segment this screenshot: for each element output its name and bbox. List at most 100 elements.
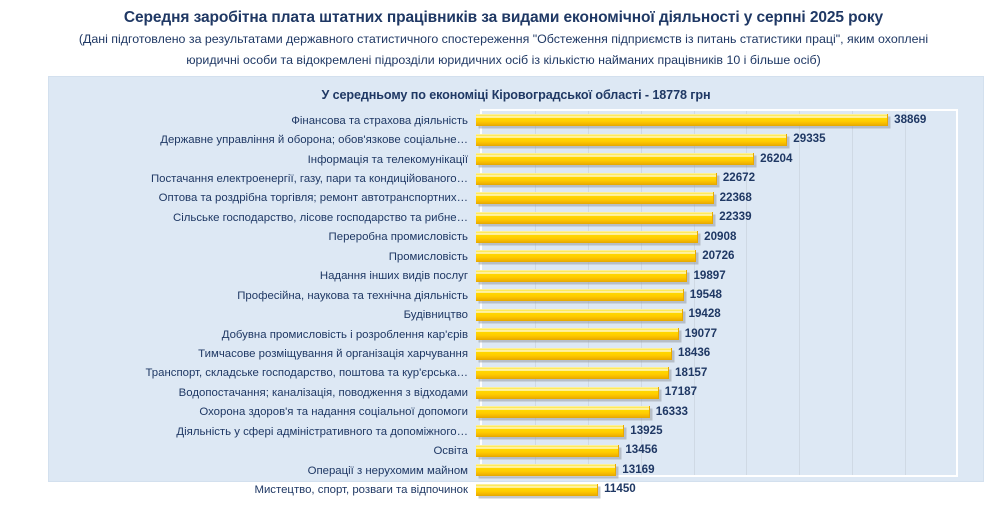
chart-row[interactable]: Водопостачання; каналізація, поводження … [49,383,985,402]
bar-value-label: 17187 [664,385,698,399]
bar[interactable] [476,153,755,166]
bar[interactable] [476,172,717,185]
chart-row[interactable]: Переробна промисловість 20908 [49,228,985,247]
bar-value-label: 20908 [704,229,737,243]
bar-value-label: 29335 [793,132,826,146]
chart-row[interactable]: Промисловість 20726 [49,247,985,266]
category-label: Промисловість [388,250,468,263]
category-label: Операції з нерухомим майном [307,464,468,477]
category-label: Освіта [433,445,468,458]
chart-row[interactable]: Постачання електроенергії, газу, пари та… [49,169,985,188]
category-label: Державне управління й оборона; обов'язко… [160,134,468,147]
bar-cell: 19428 [474,305,985,324]
bar-value-label: 19077 [684,326,718,340]
bar-cell: 18436 [474,344,985,363]
title-block: Середня заробітна плата штатних працівни… [0,0,1007,70]
category-label: Добувна промисловість і розроблення кар'… [221,328,468,341]
category-label: Переробна промисловість [328,231,468,244]
bar-cell: 20726 [474,247,985,266]
chart-row[interactable]: Інформація та телекомунікації 26204 [49,150,985,169]
bar[interactable] [476,269,688,282]
plot-wrapper: Фінансова та страхова діяльність 38869 Дер… [49,107,985,496]
chart-row[interactable]: Професійна, наукова та технічна діяльніс… [49,286,985,305]
category-label: Діяльність у сфері адміністративного та … [176,425,468,438]
bar-cell: 19897 [474,267,985,286]
bar-cell: 18157 [474,364,985,383]
category-label: Фінансова та страхова діяльність [291,114,468,127]
bar[interactable] [476,328,679,341]
category-label: Інформація та телекомунікації [307,153,468,166]
bar-value-label: 38869 [894,113,927,126]
bar[interactable] [476,444,620,457]
bar-cell: 11450 [474,480,985,499]
bar-cell: 22672 [474,169,985,188]
chart-row[interactable]: Фінансова та страхова діяльність 38869 [49,111,985,130]
bar-cell: 16333 [474,403,985,422]
bar-value-label: 20726 [702,249,735,263]
chart-row[interactable]: Транспорт, складське господарство, пошто… [49,364,985,383]
subtitle-line-1: (Дані підготовлено за результатами держа… [78,32,929,46]
bar-cell: 38869 [474,111,985,130]
chart-row[interactable]: Освіта 13456 [49,441,985,460]
bar[interactable] [476,250,697,263]
chart-panel: У середньому по економіці Кіровоградсько… [48,76,985,496]
bar[interactable] [476,133,788,146]
category-label: Будівництво [403,309,468,322]
bar-cell: 22368 [474,189,985,208]
category-label: Оптова та роздрібна торгівля; ремонт авт… [158,192,468,205]
category-label: Сільське господарство, лісове господарст… [172,211,468,224]
bar-value-label: 18436 [678,346,711,360]
chart-row[interactable]: Сільське господарство, лісове господарст… [49,208,985,227]
chart-row[interactable]: Мистецтво, спорт, розваги та відпочинок 1… [49,480,985,499]
bar-cell: 29335 [474,130,985,149]
category-label: Транспорт, складське господарство, пошто… [145,367,468,380]
bar[interactable] [476,231,699,244]
bar[interactable] [476,114,889,127]
category-label: Надання інших видів послуг [319,270,468,283]
bar[interactable] [476,211,714,224]
category-label: Водопостачання; каналізація, поводження … [178,386,468,399]
bar[interactable] [476,483,599,496]
bar[interactable] [476,425,625,438]
bar[interactable] [476,289,684,302]
chart-row[interactable]: Будівництво 19428 [49,305,985,324]
bar[interactable] [476,192,714,205]
category-label: Постачання електроенергії, газу, пари та… [150,173,468,186]
bar-value-label: 11450 [604,482,636,496]
bar-cell: 22339 [474,208,985,227]
bar-cell: 26204 [474,150,985,169]
bar-value-label: 18157 [675,365,708,379]
bar-cell: 19548 [474,286,985,305]
bar-cell: 20908 [474,228,985,247]
chart-row[interactable]: Державне управління й оборона; обов'язко… [49,130,985,149]
bar-value-label: 13169 [622,462,655,476]
chart-row[interactable]: Діяльність у сфері адміністративного та … [49,422,985,441]
bar-cell: 19077 [474,325,985,344]
bar[interactable] [476,464,617,477]
chart-row[interactable]: Добувна промисловість і розроблення кар'… [49,325,985,344]
chart-row[interactable]: Операції з нерухомим майном 13169 [49,461,985,480]
bar-cell: 13456 [474,441,985,460]
chart-title: У середньому по економіці Кіровоградсько… [321,88,711,102]
page-title: Середня заробітна плата штатних працівни… [123,9,884,26]
bar[interactable] [476,308,683,321]
category-label: Тимчасове розміщування й організація хар… [198,347,468,360]
bar-cell: 17187 [474,383,985,402]
bar-value-label: 19897 [693,268,726,282]
bar[interactable] [476,367,670,380]
chart-row[interactable]: Оптова та роздрібна торгівля; ремонт авт… [49,189,985,208]
bar[interactable] [476,347,672,360]
category-label: Професійна, наукова та технічна діяльніс… [237,289,468,302]
bar[interactable] [476,386,659,399]
bar-value-label: 22672 [722,171,756,185]
chart-row[interactable]: Надання інших видів послуг 19897 [49,267,985,286]
chart-row[interactable]: Тимчасове розміщування й організація хар… [49,344,985,363]
bar-value-label: 16333 [655,404,689,418]
chart-row[interactable]: Охорона здоров'я та надання соціальної д… [49,403,985,422]
bar-rows: Фінансова та страхова діяльність 38869 Дер… [49,111,985,500]
bar[interactable] [476,405,650,418]
bar-value-label: 26204 [760,151,793,165]
subtitle-line-2: юридичні особи та відокремлені підрозділ… [186,53,821,67]
bar-value-label: 13925 [630,424,663,437]
